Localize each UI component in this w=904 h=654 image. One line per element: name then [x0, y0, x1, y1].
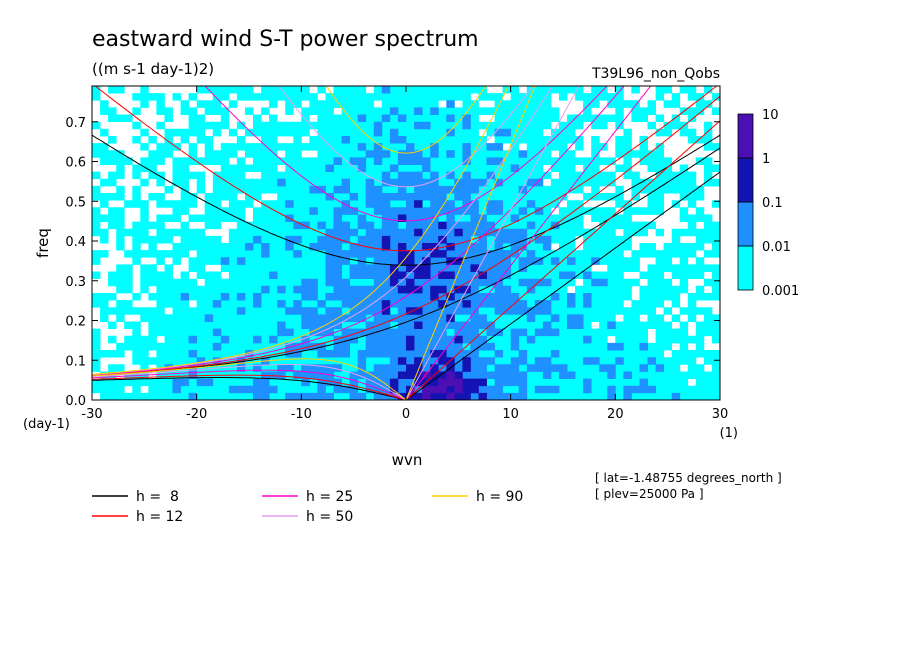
legend-entry: h = 8: [136, 489, 179, 505]
curve-h25-kelvin: [405, 86, 652, 400]
x-tick-label: 10: [502, 407, 519, 422]
curve-h12-eig: [92, 95, 720, 377]
x-tick-label: 20: [607, 407, 624, 422]
y-tick-label: 0.7: [65, 116, 86, 131]
curve-h90-eig: [92, 86, 509, 375]
x-tick-label: -10: [291, 407, 312, 422]
legend: h = 8 h = 12 h = 25 h = 50 h = 90: [92, 489, 523, 525]
legend-entry: h = 90: [476, 489, 523, 505]
curve-h50-eig: [92, 86, 553, 376]
curve-h8-rossby: [92, 377, 407, 400]
curve-h50-rossby: [92, 364, 407, 400]
units-label: ((m s-1 day-1)2): [92, 60, 214, 78]
power-field: [92, 86, 720, 400]
curve-h12-ig1: [94, 86, 718, 252]
colorbar-label: 0.01: [762, 240, 791, 255]
x-tick-label: 0: [402, 407, 410, 422]
dispersion-curves: [92, 86, 720, 400]
curve-h90-ig1: [325, 86, 487, 154]
colorbar-label: 1: [762, 152, 770, 167]
curve-h12-kelvin: [405, 120, 720, 400]
y-tick-label: 0.0: [65, 394, 86, 409]
colorbar-label: 0.1: [762, 196, 783, 211]
chart-title: eastward wind S-T power spectrum: [92, 27, 479, 52]
curve-h90-kelvin: [405, 86, 536, 400]
y-tick-label: 0.5: [65, 195, 86, 210]
legend-entry: h = 50: [306, 509, 353, 525]
plev-annotation: [ plev=25000 Pa ]: [595, 487, 704, 501]
axes: -30 -20 -10 0 10 20 30 0.0 0.1 0.2 0.3 0.4 0.5 0.6 0.7: [65, 86, 728, 422]
power-level-4: [422, 371, 463, 400]
x-tick-label: 30: [712, 407, 729, 422]
curve-h8-ig1: [92, 134, 720, 266]
colorbar-label: 0.001: [762, 284, 799, 299]
y-tick-label: 0.4: [65, 235, 86, 250]
y-unit-label: (day-1): [23, 417, 70, 432]
colorbar-segment: [737, 201, 754, 247]
colorbar-label: 10: [762, 108, 779, 123]
curve-h25-rossby: [92, 369, 407, 400]
curve-h12-rossby: [92, 374, 407, 400]
x-tick-label: -30: [81, 407, 102, 422]
dataset-label: T39L96_non_Qobs: [591, 66, 720, 82]
x-unit-label: (1): [720, 426, 738, 441]
y-tick-label: 0.3: [65, 275, 86, 290]
x-axis-label: wvn: [392, 451, 423, 469]
x-tick-label: -20: [186, 407, 207, 422]
colorbar: 0.001 0.01 0.1 1 10: [737, 108, 799, 299]
y-axis-label: freq: [34, 228, 52, 258]
curve-h8-kelvin: [405, 171, 720, 400]
legend-entry: h = 12: [136, 509, 183, 525]
curve-h50-ig1: [278, 86, 534, 188]
y-tick-label: 0.1: [65, 354, 86, 369]
power-level-1: [92, 86, 720, 400]
y-tick-label: 0.6: [65, 156, 86, 171]
colorbar-segment: [737, 245, 754, 291]
lat-annotation: [ lat=-1.48755 degrees_north ]: [595, 471, 782, 485]
curve-h50-kelvin: [405, 86, 580, 400]
legend-entry: h = 25: [306, 489, 353, 505]
curve-h90-rossby: [92, 358, 407, 400]
y-tick-label: 0.2: [65, 315, 86, 330]
colorbar-segment: [737, 157, 754, 203]
curve-h25-eig: [92, 86, 625, 376]
colorbar-segment: [737, 113, 754, 159]
curve-h25-ig1: [204, 86, 608, 222]
